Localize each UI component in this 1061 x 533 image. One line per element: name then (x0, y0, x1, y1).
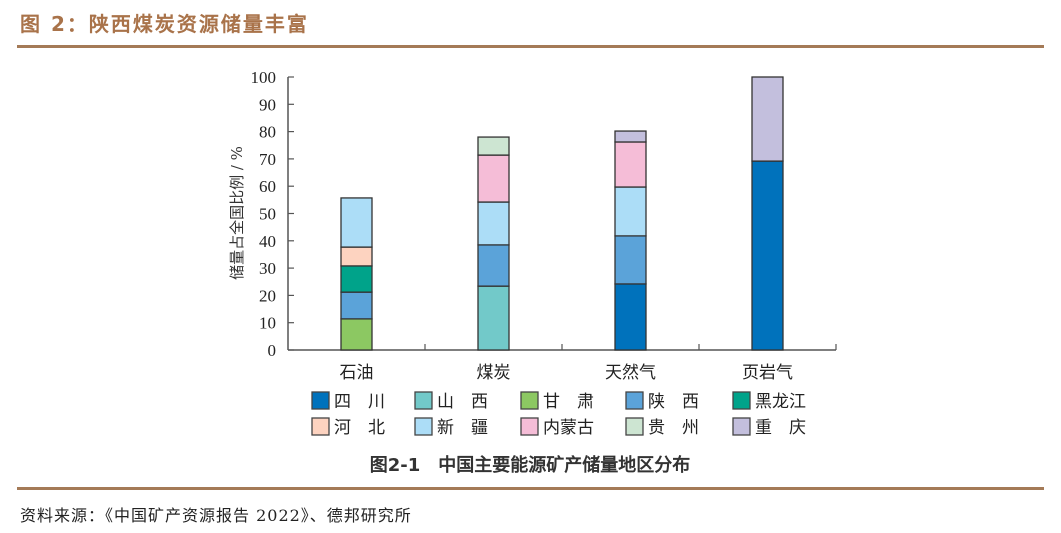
legend-swatch (732, 417, 751, 436)
legend-label: 河 北 (334, 418, 385, 438)
legend-item: 河 北 (311, 417, 385, 438)
legend-label: 重 庆 (755, 418, 806, 438)
bar-segment (751, 76, 784, 162)
bar-segment (477, 154, 510, 203)
bar-segment (340, 265, 373, 293)
legend-item: 重 庆 (732, 417, 806, 438)
bar-segment (340, 291, 373, 320)
chart-caption: 图2-1 中国主要能源矿产储量地区分布 (370, 454, 691, 476)
legend-label: 新 疆 (437, 418, 488, 438)
legend-label: 黑龙江 (755, 392, 806, 412)
bar-segment (340, 197, 373, 248)
bars (340, 76, 784, 351)
legend-label: 贵 州 (648, 418, 699, 438)
figure-title: 图 2：陕西煤炭资源储量丰富 (20, 12, 309, 36)
legend-label: 山 西 (437, 392, 488, 412)
y-tick-label: 100 (251, 68, 277, 87)
x-tick-label: 煤炭 (477, 363, 511, 383)
legend-item: 甘 肃 (520, 391, 594, 412)
legend-swatch (732, 391, 751, 410)
x-tick-label: 页岩气 (742, 363, 793, 383)
bar-segment (340, 318, 373, 351)
legend-label: 四 川 (334, 392, 385, 412)
y-tick-label: 70 (259, 150, 276, 169)
legend-label: 甘 肃 (543, 392, 594, 412)
legend-swatch (520, 417, 539, 436)
source-note: 资料来源：《中国矿产资源报告 2022》、德邦研究所 (20, 506, 412, 525)
bar-segment (477, 136, 510, 156)
y-tick-label: 80 (259, 123, 276, 142)
y-axis-label: 储量占全国比例 / % (228, 146, 246, 280)
bar-segment (477, 244, 510, 287)
y-tick-label: 90 (259, 95, 276, 114)
legend-swatch (414, 391, 433, 410)
bar-segment (477, 285, 510, 351)
legend-label: 陕 西 (648, 392, 699, 412)
legend-item: 四 川 (311, 391, 385, 412)
bar-segment (614, 283, 647, 351)
y-tick-label: 0 (268, 341, 277, 360)
bar-segment (477, 201, 510, 246)
legend-swatch (311, 417, 330, 436)
legend-swatch (625, 417, 644, 436)
x-tick-label: 天然气 (605, 363, 656, 383)
bar-segment (614, 130, 647, 143)
bottom-divider (17, 487, 1044, 490)
bar-segment (614, 186, 647, 237)
y-tick-label: 40 (259, 232, 276, 251)
legend-item: 山 西 (414, 391, 488, 412)
legend-label: 内蒙古 (543, 418, 594, 438)
legend-item: 内蒙古 (520, 417, 594, 438)
legend-swatch (311, 391, 330, 410)
legend-item: 贵 州 (625, 417, 699, 438)
legend-swatch (414, 417, 433, 436)
legend-item: 黑龙江 (732, 391, 806, 412)
y-tick-label: 30 (259, 259, 276, 278)
y-tick-label: 50 (259, 205, 276, 224)
top-divider (17, 45, 1044, 48)
x-tick-label: 石油 (340, 363, 374, 383)
legend-item: 陕 西 (625, 391, 699, 412)
y-tick-label: 20 (259, 286, 276, 305)
bar-segment (614, 235, 647, 285)
legend-swatch (625, 391, 644, 410)
legend-swatch (520, 391, 539, 410)
axes: 0 10 20 30 40 50 60 70 80 90 100 石油 煤炭 天然气 页岩气 (251, 68, 837, 383)
y-tick-label: 60 (259, 177, 276, 196)
y-tick-label: 10 (259, 314, 276, 333)
bar-segment (340, 246, 373, 267)
bar-segment (614, 141, 647, 188)
bar-segment (751, 160, 784, 351)
legend-item: 新 疆 (414, 417, 488, 438)
